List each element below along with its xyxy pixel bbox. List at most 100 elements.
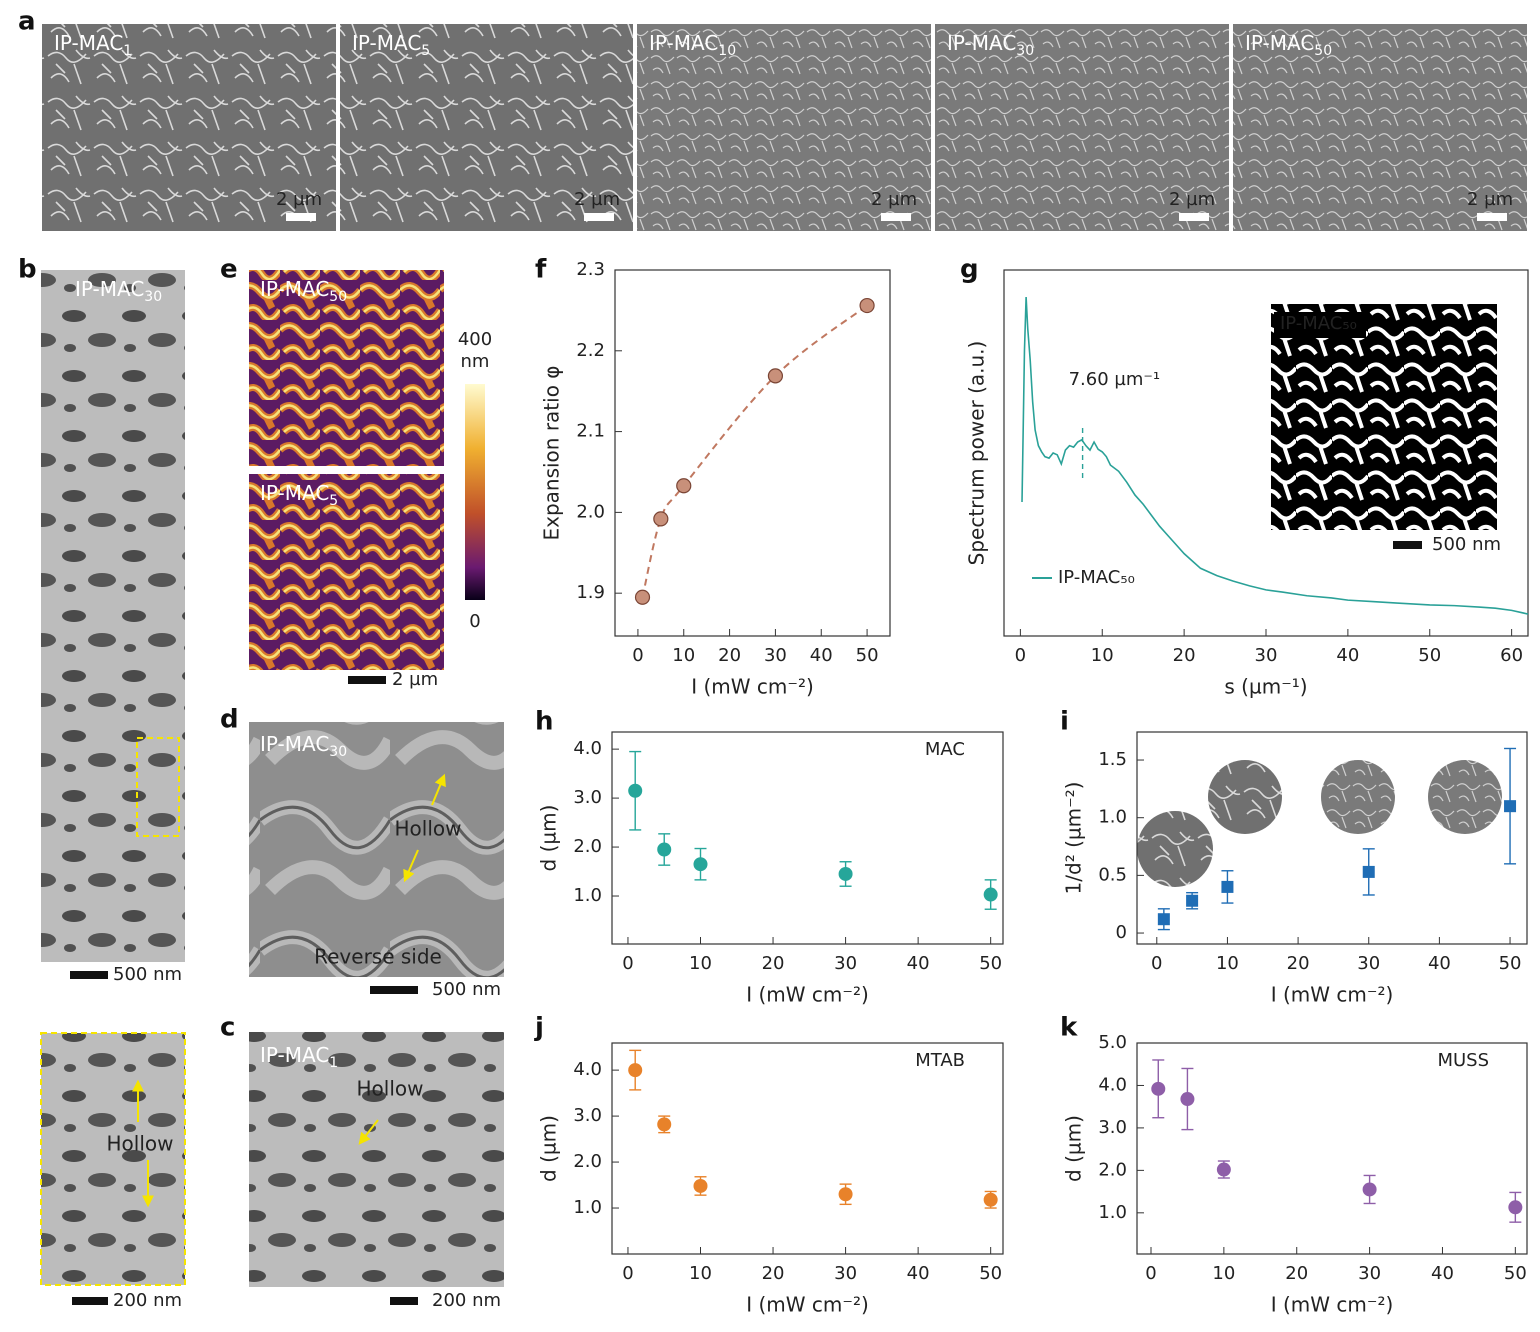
panel-letter: f bbox=[535, 255, 547, 285]
zoom-box bbox=[136, 737, 180, 837]
sem-image bbox=[340, 24, 633, 231]
sem-image bbox=[249, 722, 504, 977]
y-axis-label: Expansion ratio φ bbox=[540, 365, 564, 540]
tem-inset bbox=[40, 1032, 186, 1286]
y-tick-label: 1.0 bbox=[1098, 1202, 1127, 1223]
x-axis-label: s (µm⁻¹) bbox=[1224, 675, 1307, 699]
y-tick-label: 0.5 bbox=[1098, 864, 1127, 885]
x-tick-label: 30 bbox=[1357, 953, 1380, 974]
y-tick-label: 1.9 bbox=[576, 582, 605, 603]
x-tick-label: 30 bbox=[1358, 1263, 1381, 1284]
panel-letter: g bbox=[960, 255, 979, 285]
marker bbox=[1504, 800, 1517, 813]
x-tick-label: 50 bbox=[1504, 1263, 1527, 1284]
sem-image bbox=[637, 24, 931, 231]
y-tick-label: 1.0 bbox=[573, 1197, 602, 1218]
marker bbox=[653, 511, 669, 527]
x-tick-label: 40 bbox=[1336, 645, 1359, 666]
label-subscript: 1 bbox=[329, 1055, 338, 1071]
y-tick-label: 3.0 bbox=[573, 787, 602, 808]
label-subscript: 30 bbox=[1016, 43, 1034, 59]
label-text: IP-MAC bbox=[75, 277, 144, 301]
marker bbox=[838, 1187, 853, 1202]
y-tick-label: 4.0 bbox=[573, 738, 602, 759]
scale-bar-label: 500 nm bbox=[432, 979, 501, 1000]
x-tick-label: 10 bbox=[1091, 645, 1114, 666]
y-tick-label: 2.0 bbox=[576, 501, 605, 522]
inset-image bbox=[1208, 760, 1282, 834]
x-tick-label: 50 bbox=[1499, 953, 1522, 974]
y-tick-label: 3.0 bbox=[573, 1105, 602, 1126]
y-tick-label: 1.0 bbox=[573, 885, 602, 906]
colorbar bbox=[465, 384, 485, 600]
x-axis-label: I (mW cm⁻²) bbox=[746, 1293, 869, 1317]
y-tick-label: 3.0 bbox=[1098, 1117, 1127, 1138]
label-subscript: 10 bbox=[718, 43, 736, 59]
plot-frame bbox=[614, 269, 891, 637]
inset-image bbox=[1428, 760, 1502, 834]
marker bbox=[1508, 1200, 1523, 1215]
marker bbox=[657, 842, 672, 857]
x-tick-label: 20 bbox=[718, 645, 741, 666]
marker bbox=[628, 1063, 643, 1078]
x-tick-label: 30 bbox=[1255, 645, 1278, 666]
x-tick-label: 0 bbox=[1015, 645, 1026, 666]
y-tick-label: 0 bbox=[1116, 922, 1127, 943]
scale-bar-label: 2 µm bbox=[574, 189, 620, 210]
scale-bar-label: 2 µm bbox=[871, 189, 917, 210]
marker bbox=[1151, 1081, 1166, 1096]
label-text: IP-MAC bbox=[260, 481, 329, 505]
label-subscript: 1 bbox=[123, 43, 132, 59]
x-tick-label: 50 bbox=[1418, 645, 1441, 666]
marker bbox=[634, 589, 651, 605]
panel-letter: i bbox=[1060, 707, 1069, 737]
marker bbox=[859, 297, 875, 314]
x-tick-label: 0 bbox=[1145, 1263, 1156, 1284]
x-tick-label: 0 bbox=[1151, 953, 1162, 974]
scale-bar bbox=[390, 1297, 418, 1305]
inset-image bbox=[1321, 760, 1395, 834]
scale-bar bbox=[370, 986, 418, 994]
plot-frame bbox=[611, 731, 1004, 945]
marker bbox=[693, 1178, 708, 1193]
scale-bar-label: 2 µm bbox=[1169, 189, 1215, 210]
x-tick-label: 20 bbox=[762, 1263, 785, 1284]
scale-bar-label: 500 nm bbox=[1432, 534, 1501, 555]
label-text: IP-MAC bbox=[1245, 31, 1314, 55]
scale-bar-label: 500 nm bbox=[113, 964, 182, 985]
y-tick-label: 1.5 bbox=[1098, 749, 1127, 770]
label-subscript: 30 bbox=[329, 744, 347, 760]
scale-bar-label: 200 nm bbox=[432, 1290, 501, 1311]
y-axis-label: d (µm) bbox=[1062, 1115, 1086, 1182]
x-tick-label: 20 bbox=[1173, 645, 1196, 666]
image-label: IP-MAC50 bbox=[260, 277, 347, 306]
image-label: IP-MAC1 bbox=[260, 1043, 338, 1072]
y-axis-label: Spectrum power (a.u.) bbox=[965, 341, 989, 566]
scale-bar bbox=[1477, 213, 1507, 221]
arrow bbox=[403, 849, 419, 883]
y-tick-label: 4.0 bbox=[573, 1059, 602, 1080]
colorbar-unit: nm bbox=[461, 351, 490, 372]
marker bbox=[657, 1117, 672, 1132]
y-tick-label: 5.0 bbox=[1098, 1032, 1127, 1053]
label-text: IP-MAC bbox=[260, 1043, 329, 1067]
panel-letter: h bbox=[535, 707, 554, 737]
x-tick-label: 40 bbox=[1431, 1263, 1454, 1284]
label-subscript: 50 bbox=[329, 289, 347, 305]
scale-bar bbox=[1393, 541, 1422, 549]
sem-image bbox=[42, 24, 336, 231]
x-tick-label: 20 bbox=[762, 953, 785, 974]
fit-curve bbox=[641, 304, 868, 598]
y-tick-label: 2.0 bbox=[573, 1151, 602, 1172]
colorbar-label: 0 bbox=[469, 611, 480, 632]
arrow bbox=[431, 773, 446, 806]
line-series bbox=[1021, 297, 1529, 615]
marker bbox=[838, 866, 853, 881]
scale-bar-label: 2 µm bbox=[1467, 189, 1513, 210]
marker bbox=[983, 887, 998, 902]
x-tick-label: 10 bbox=[1216, 953, 1239, 974]
binary-image bbox=[1271, 304, 1497, 530]
marker bbox=[676, 478, 692, 494]
arrow bbox=[358, 1119, 379, 1145]
x-axis-label: I (mW cm⁻²) bbox=[746, 983, 869, 1007]
